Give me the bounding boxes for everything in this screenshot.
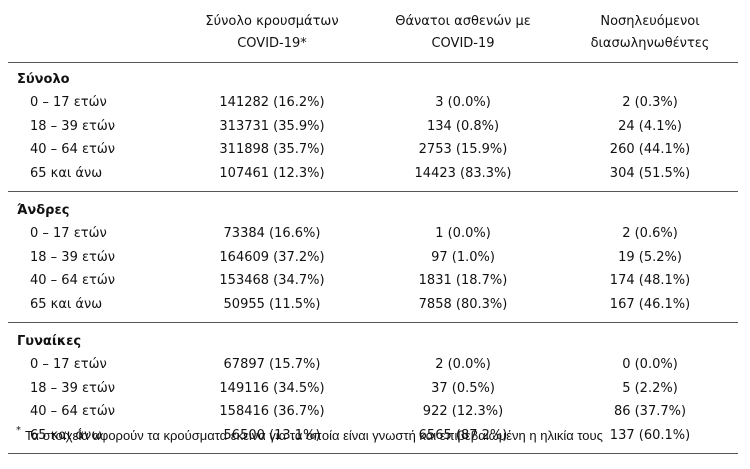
cell: 107461 (12.3%) [219, 165, 325, 181]
cell: 6565 (87.2%) [418, 427, 508, 443]
rule [8, 62, 738, 63]
cell: 167 (46.1%) [609, 296, 691, 312]
cell: 5 (2.2%) [622, 380, 678, 396]
cell: 260 (44.1%) [609, 142, 691, 157]
row-label: 0 – 17 ετών [30, 95, 107, 110]
column-header: Σύνολο κρουσμάτων [205, 14, 339, 29]
cell: 56500 (13.1%) [223, 427, 321, 443]
cell: 1 (0.0%) [435, 226, 491, 241]
row-label: 40 – 64 ετών [30, 273, 115, 288]
group-title: Γυναίκες [17, 334, 82, 349]
cell: 134 (0.8%) [426, 118, 500, 134]
cell: 2 (0.3%) [622, 95, 678, 110]
row-label: 0 – 17 ετών [30, 226, 107, 241]
rule [8, 322, 738, 323]
cell: 24 (4.1%) [618, 118, 682, 134]
row-label: 65 και άνω [30, 427, 103, 443]
row-label: 18 – 39 ετών [30, 249, 115, 265]
cell: 97 (1.0%) [431, 249, 495, 265]
cell: 14423 (83.3%) [414, 165, 512, 181]
cell: 37 (0.5%) [431, 380, 495, 396]
cell: 2753 (15.9%) [418, 142, 508, 157]
cell: 73384 (16.6%) [223, 226, 321, 241]
cell: 311898 (35.7%) [219, 142, 325, 157]
group-title: Σύνολο [17, 72, 70, 87]
row-label: 0 – 17 ετών [30, 357, 107, 372]
cell: 3 (0.0%) [435, 95, 491, 110]
cell: 2 (0.6%) [622, 226, 678, 241]
column-header: COVID-19* [237, 36, 307, 51]
row-label: 18 – 39 ετών [30, 380, 115, 396]
cell: 164609 (37.2%) [219, 249, 325, 265]
column-header: Νοσηλευόμενοι [600, 14, 700, 29]
cell: 153468 (34.7%) [219, 273, 325, 288]
cell: 7858 (80.3%) [418, 296, 508, 312]
cell: 149116 (34.5%) [219, 380, 325, 396]
cell: 0 (0.0%) [622, 357, 678, 372]
row-label: 65 και άνω [30, 296, 103, 312]
cell: 2 (0.0%) [435, 357, 491, 372]
cell: 304 (51.5%) [609, 165, 691, 181]
cell: 19 (5.2%) [618, 249, 682, 265]
cell: 141282 (16.2%) [219, 95, 325, 110]
rule [8, 453, 738, 454]
column-header: COVID-19 [431, 36, 495, 51]
cell: 313731 (35.9%) [219, 118, 325, 134]
row-label: 18 – 39 ετών [30, 118, 115, 134]
column-header: Θάνατοι ασθενών με [395, 14, 531, 29]
rule [8, 191, 738, 192]
group-title: Άνδρες [17, 203, 70, 218]
cell: 1831 (18.7%) [418, 273, 508, 288]
row-label: 65 και άνω [30, 165, 103, 181]
cell: 86 (37.7%) [613, 404, 687, 419]
cell: 67897 (15.7%) [223, 357, 321, 372]
cell: 137 (60.1%) [609, 427, 691, 443]
footnote-mark: * [16, 425, 21, 436]
cell: 158416 (36.7%) [219, 404, 325, 419]
cell: 922 (12.3%) [422, 404, 504, 419]
row-label: 40 – 64 ετών [30, 142, 115, 157]
footnote: Τα στοιχεία αφορούν τα κρούσματα εκείνα … [25, 428, 603, 443]
row-label: 40 – 64 ετών [30, 404, 115, 419]
cell: 174 (48.1%) [609, 273, 691, 288]
cell: 50955 (11.5%) [223, 296, 321, 312]
column-header: διασωληνωθέντες [590, 36, 710, 51]
